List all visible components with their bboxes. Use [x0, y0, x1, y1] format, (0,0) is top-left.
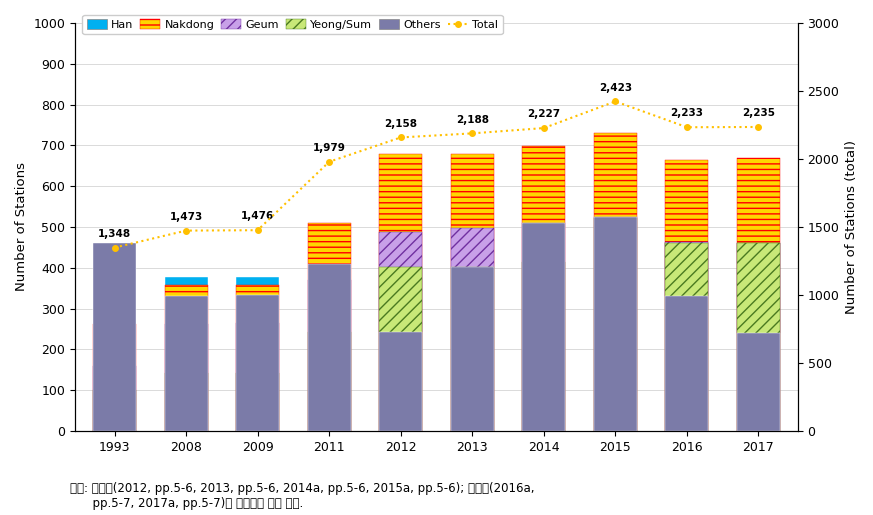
Text: 2,235: 2,235 — [742, 108, 775, 118]
Bar — [737, 171, 780, 431]
Bar — [522, 223, 566, 431]
Bar — [450, 185, 494, 431]
Bar — [307, 280, 351, 431]
Bar — [665, 161, 708, 431]
Total — [181, 228, 191, 234]
Bar — [450, 266, 494, 431]
Bar — [93, 366, 136, 431]
Bar — [93, 243, 136, 431]
Bar — [594, 217, 636, 431]
Total — [252, 227, 263, 233]
Bar — [737, 333, 780, 431]
Text: 1,473: 1,473 — [169, 212, 203, 222]
Bar — [665, 243, 708, 431]
Total — [610, 98, 621, 105]
Bar — [93, 282, 136, 431]
Text: 1,348: 1,348 — [98, 229, 131, 239]
Bar — [307, 332, 351, 431]
Bar — [237, 323, 279, 431]
Text: 2,233: 2,233 — [670, 108, 704, 118]
Bar — [737, 243, 780, 431]
Total — [539, 125, 549, 131]
Bar — [237, 277, 279, 431]
Bar — [307, 249, 351, 431]
Text: 2,158: 2,158 — [384, 118, 417, 129]
Bar — [665, 170, 708, 431]
Y-axis label: Number of Stations (total): Number of Stations (total) — [845, 140, 858, 314]
Bar — [165, 285, 208, 431]
Text: 1,476: 1,476 — [241, 211, 274, 221]
Bar — [665, 296, 708, 431]
Bar — [237, 372, 279, 431]
Bar — [737, 243, 780, 431]
Bar — [522, 223, 566, 431]
Text: 2,188: 2,188 — [456, 114, 489, 125]
Bar — [307, 264, 351, 431]
Total — [324, 159, 334, 165]
Total — [109, 245, 120, 251]
Bar — [594, 217, 636, 431]
Bar — [665, 242, 708, 431]
Bar — [379, 332, 423, 431]
Text: 2,423: 2,423 — [599, 82, 632, 93]
Bar — [379, 154, 423, 431]
Text: 2,227: 2,227 — [527, 109, 560, 119]
Bar — [522, 185, 566, 431]
Total — [753, 124, 764, 130]
Bar — [165, 296, 208, 431]
Bar — [307, 223, 351, 431]
Text: 자료: 환경부(2012, pp.5-6, 2013, pp.5-6, 2014a, pp.5-6, 2015a, pp.5-6); 환경부(2016a,
  : 자료: 환경부(2012, pp.5-6, 2013, pp.5-6, 2014… — [70, 482, 534, 510]
Bar — [522, 146, 566, 431]
Total — [467, 130, 478, 136]
Bar — [594, 170, 636, 431]
Bar — [379, 189, 423, 431]
Bar — [450, 228, 494, 431]
Text: 1,979: 1,979 — [313, 143, 346, 153]
Total — [682, 124, 692, 130]
Line: Total: Total — [112, 99, 761, 250]
Bar — [237, 296, 279, 431]
Bar — [237, 285, 279, 431]
Legend: Han, Nakdong, Geum, Yeong/Sum, Others, Total: Han, Nakdong, Geum, Yeong/Sum, Others, T… — [82, 15, 503, 35]
Bar — [594, 133, 636, 431]
Y-axis label: Number of Stations: Number of Stations — [15, 162, 28, 291]
Bar — [165, 372, 208, 431]
Bar — [450, 154, 494, 431]
Bar — [93, 390, 136, 431]
Bar — [594, 217, 636, 431]
Total — [395, 134, 406, 141]
Bar — [379, 266, 423, 431]
Bar — [737, 159, 780, 431]
Bar — [165, 323, 208, 431]
Bar — [165, 277, 208, 431]
Bar — [93, 323, 136, 431]
Bar — [450, 266, 494, 431]
Bar — [522, 263, 566, 431]
Bar — [379, 232, 423, 431]
